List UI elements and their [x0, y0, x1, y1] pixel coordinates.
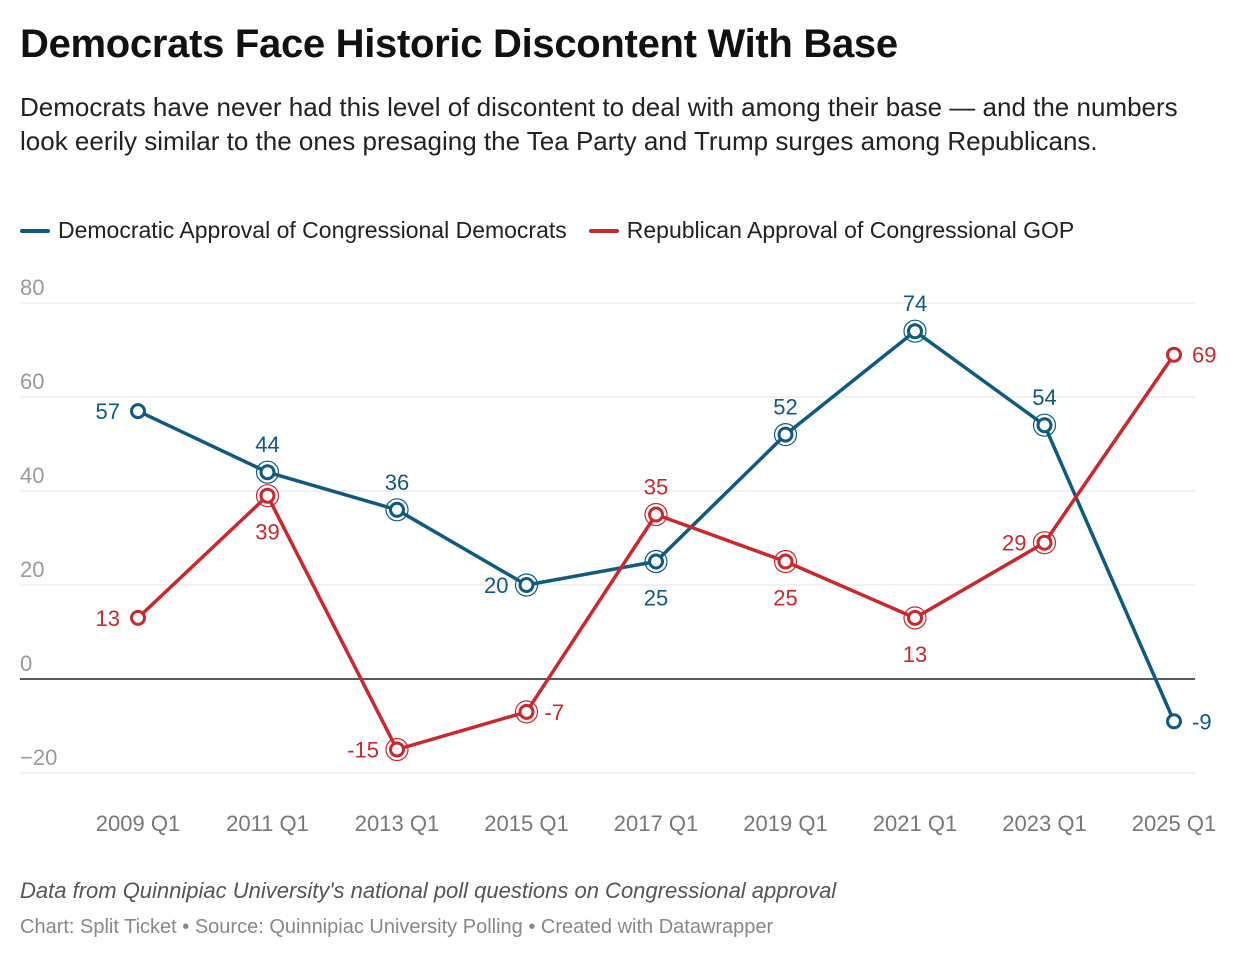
x-tick-label: 2009 Q1	[96, 811, 180, 836]
republican-data-label: 13	[96, 606, 120, 631]
democratic-point-halo	[903, 319, 927, 343]
democratic-point	[1166, 713, 1182, 730]
x-tick-label: 2025 Q1	[1132, 811, 1216, 836]
democratic-data-label: 44	[255, 432, 279, 457]
democratic-data-label: 54	[1032, 385, 1056, 410]
legend-label-democratic: Democratic Approval of Congressional Dem…	[58, 217, 567, 243]
republican-data-label: -15	[347, 738, 379, 763]
y-tick-label: 0	[20, 651, 32, 676]
democratic-data-label: 74	[903, 291, 927, 316]
democratic-point	[648, 553, 664, 570]
legend-item-republican: Republican Approval of Congressional GOP	[588, 217, 1075, 244]
democratic-point-halo	[385, 498, 409, 522]
republican-point-halo	[773, 549, 798, 574]
republican-point	[1166, 346, 1182, 363]
democratic-point-halo	[514, 573, 539, 597]
y-tick-label: 80	[20, 275, 44, 300]
republican-data-label: -7	[545, 700, 565, 725]
legend: Democratic Approval of Congressional Dem…	[20, 217, 1096, 244]
democratic-series-line	[136, 329, 1176, 724]
republican-data-label: 25	[773, 586, 797, 611]
democratic-data-label: 36	[385, 470, 409, 495]
democratic-point-halo	[644, 549, 668, 574]
y-tick-label: 40	[20, 463, 44, 488]
democratic-point	[777, 426, 794, 443]
republican-point	[777, 553, 794, 570]
chart-note: Data from Quinnipiac University's nation…	[20, 878, 837, 903]
x-tick-label: 2015 Q1	[484, 811, 568, 836]
chart-credit: Chart: Split Ticket • Source: Quinnipiac…	[20, 916, 774, 938]
republican-point-halo	[644, 502, 668, 527]
democratic-data-label: 25	[644, 586, 668, 611]
republican-data-label: 69	[1192, 343, 1216, 368]
legend-swatch-republican	[588, 228, 619, 233]
democratic-data-label: 20	[484, 573, 508, 598]
x-tick-label: 2013 Q1	[355, 811, 439, 836]
x-tick-label: 2019 Q1	[743, 811, 827, 836]
x-tick-label: 2021 Q1	[873, 811, 957, 836]
republican-point	[130, 609, 146, 626]
legend-swatch-democratic	[20, 228, 50, 233]
republican-data-label: 39	[255, 520, 279, 545]
democratic-point	[389, 501, 405, 518]
x-tick-label: 2023 Q1	[1002, 811, 1086, 836]
republican-data-label: 13	[903, 642, 927, 667]
y-tick-label: −20	[20, 745, 57, 770]
democratic-data-label: 57	[96, 399, 120, 424]
legend-label-republican: Republican Approval of Congressional GOP	[626, 217, 1075, 243]
democratic-point-halo	[773, 423, 798, 447]
line-chart: 80 60 40 20 0 −20 2009 Q1 2011 Q1 2013 Q1 2015 Q1…	[20, 275, 1216, 836]
democratic-point	[259, 464, 276, 481]
republican-point-halo	[385, 737, 409, 762]
republican-point	[259, 487, 276, 504]
y-tick-label: 20	[20, 557, 44, 582]
republican-point-halo	[1032, 531, 1057, 555]
democratic-point-halo	[255, 460, 280, 484]
democratic-point	[130, 403, 146, 420]
chart-title: Democrats Face Historic Discontent With …	[20, 22, 898, 66]
x-tick-label: 2017 Q1	[614, 811, 698, 836]
legend-item-democratic: Democratic Approval of Congressional Dem…	[20, 217, 567, 244]
republican-point	[907, 609, 923, 626]
chart-subtitle: Democrats have never had this level of d…	[20, 92, 1178, 156]
x-tick-label: 2011 Q1	[226, 811, 309, 836]
democratic-point	[518, 577, 535, 593]
republican-point	[1036, 534, 1053, 551]
democratic-point-halo	[1032, 413, 1057, 437]
republican-point	[518, 703, 535, 720]
republican-point	[389, 741, 405, 758]
republican-point	[648, 506, 664, 523]
democratic-point	[907, 323, 923, 340]
republican-point-halo	[903, 606, 927, 630]
democratic-data-label: 52	[773, 395, 797, 420]
republican-data-label: 35	[644, 475, 668, 500]
republican-data-label: 29	[1002, 531, 1026, 556]
democratic-data-label: -9	[1192, 709, 1212, 734]
y-tick-label: 60	[20, 369, 44, 394]
democratic-point	[1036, 417, 1053, 434]
republican-point-halo	[514, 700, 539, 724]
republican-point-halo	[255, 484, 280, 508]
